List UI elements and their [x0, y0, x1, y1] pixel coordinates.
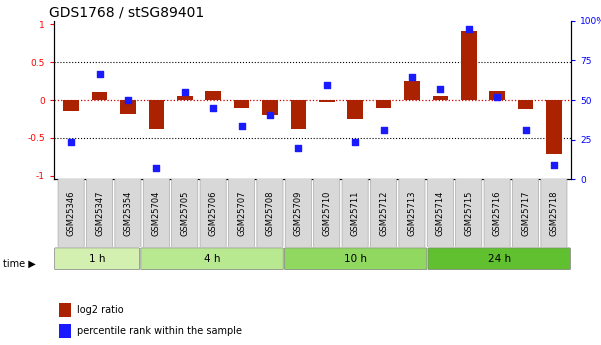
Point — [549, 162, 559, 168]
Point — [151, 165, 161, 171]
Text: GSM25708: GSM25708 — [266, 190, 275, 236]
Point — [379, 128, 388, 133]
FancyBboxPatch shape — [284, 248, 427, 270]
FancyBboxPatch shape — [115, 177, 141, 249]
FancyBboxPatch shape — [427, 177, 453, 249]
Text: 10 h: 10 h — [344, 254, 367, 264]
Point — [322, 82, 332, 88]
FancyBboxPatch shape — [228, 177, 255, 249]
Text: GSM25346: GSM25346 — [67, 190, 76, 236]
FancyBboxPatch shape — [55, 248, 139, 270]
Point — [492, 94, 502, 100]
Point — [237, 123, 246, 128]
Bar — [347, 100, 363, 119]
FancyBboxPatch shape — [484, 177, 510, 249]
Text: GSM25354: GSM25354 — [123, 190, 132, 236]
Text: GSM25705: GSM25705 — [180, 190, 189, 236]
Bar — [461, 30, 477, 100]
Text: log2 ratio: log2 ratio — [78, 305, 124, 315]
Text: GSM25711: GSM25711 — [350, 190, 359, 236]
FancyBboxPatch shape — [456, 177, 482, 249]
Text: 24 h: 24 h — [487, 254, 511, 264]
Bar — [206, 91, 221, 100]
Point — [209, 105, 218, 110]
Text: GSM25709: GSM25709 — [294, 190, 303, 236]
Bar — [92, 92, 108, 100]
FancyBboxPatch shape — [428, 248, 570, 270]
Point — [520, 128, 530, 133]
Point — [407, 75, 416, 80]
Bar — [177, 96, 192, 100]
Text: GSM25704: GSM25704 — [152, 190, 161, 236]
Bar — [404, 81, 419, 100]
Point — [95, 72, 105, 77]
Bar — [376, 100, 391, 108]
Text: GDS1768 / stSG89401: GDS1768 / stSG89401 — [49, 6, 204, 20]
FancyBboxPatch shape — [257, 177, 283, 249]
Bar — [262, 100, 278, 115]
FancyBboxPatch shape — [143, 177, 169, 249]
FancyBboxPatch shape — [141, 248, 283, 270]
Text: GSM25710: GSM25710 — [322, 190, 331, 236]
Bar — [433, 96, 448, 100]
FancyBboxPatch shape — [370, 177, 397, 249]
Bar — [290, 100, 306, 129]
Point — [66, 140, 76, 145]
FancyBboxPatch shape — [172, 177, 198, 249]
Bar — [546, 100, 562, 155]
FancyBboxPatch shape — [58, 177, 84, 249]
FancyBboxPatch shape — [342, 177, 368, 249]
Bar — [59, 303, 71, 317]
FancyBboxPatch shape — [399, 177, 425, 249]
Bar — [517, 100, 533, 109]
Point — [123, 97, 133, 103]
Text: GSM25713: GSM25713 — [407, 190, 416, 236]
Point — [350, 140, 360, 145]
FancyBboxPatch shape — [285, 177, 311, 249]
FancyBboxPatch shape — [200, 177, 226, 249]
Bar — [319, 100, 335, 101]
Bar — [59, 324, 71, 338]
Text: GSM25715: GSM25715 — [464, 190, 473, 236]
Text: GSM25712: GSM25712 — [379, 190, 388, 236]
Bar — [63, 100, 79, 111]
Text: GSM25707: GSM25707 — [237, 190, 246, 236]
Bar — [120, 100, 136, 114]
FancyBboxPatch shape — [87, 177, 112, 249]
Point — [180, 90, 189, 95]
Text: GSM25706: GSM25706 — [209, 190, 218, 236]
Point — [293, 146, 303, 151]
Text: GSM25347: GSM25347 — [95, 190, 104, 236]
Bar — [489, 91, 505, 100]
Text: time ▶: time ▶ — [3, 259, 35, 269]
Text: GSM25717: GSM25717 — [521, 190, 530, 236]
Text: 1 h: 1 h — [89, 254, 105, 264]
Text: GSM25714: GSM25714 — [436, 190, 445, 236]
Text: percentile rank within the sample: percentile rank within the sample — [78, 326, 242, 336]
FancyBboxPatch shape — [513, 177, 538, 249]
FancyBboxPatch shape — [541, 177, 567, 249]
Bar — [148, 100, 164, 129]
Point — [464, 26, 474, 32]
Point — [265, 112, 275, 118]
Point — [436, 87, 445, 92]
Text: GSM25718: GSM25718 — [549, 190, 558, 236]
Bar — [234, 100, 249, 108]
Text: 4 h: 4 h — [204, 254, 221, 264]
FancyBboxPatch shape — [314, 177, 340, 249]
Text: GSM25716: GSM25716 — [493, 190, 502, 236]
